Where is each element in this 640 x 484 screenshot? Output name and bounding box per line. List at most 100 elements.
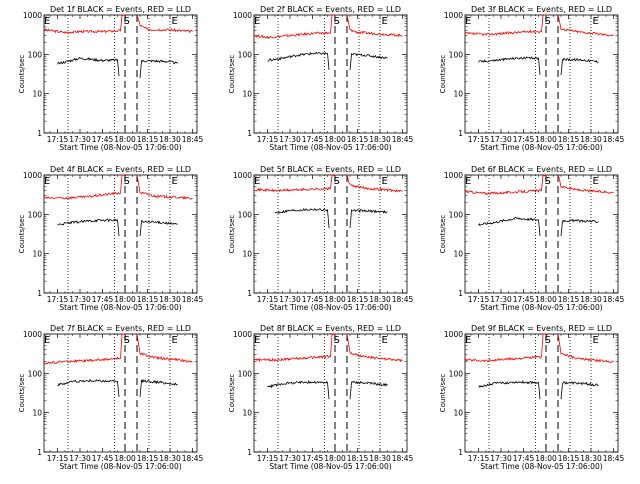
marker-letter: S — [545, 176, 551, 187]
x-tick-label: 18:15 — [558, 295, 580, 304]
x-axis-label: Start Time (08-Nov-05 17:06:00) — [59, 303, 181, 312]
marker-letter: E — [172, 16, 178, 27]
x-tick-label: 17:30 — [69, 454, 91, 463]
y-tick-label: 100 — [449, 210, 464, 219]
events-series-line — [478, 380, 541, 400]
y-tick-label: 1 — [37, 448, 42, 457]
y-tick-label: 1000 — [444, 171, 463, 180]
marker-letter: S — [124, 176, 130, 187]
lld-series-line — [464, 174, 548, 196]
x-tick-label: 18:15 — [347, 454, 369, 463]
y-tick-label: 10 — [242, 250, 252, 259]
x-tick-label: 18:15 — [558, 454, 580, 463]
x-tick-label: 17:30 — [69, 295, 91, 304]
x-tick-label: 18:30 — [369, 454, 391, 463]
panel-title: Det 1f BLACK = Events, RED = LLD — [50, 5, 191, 14]
x-tick-label: 17:15 — [468, 295, 490, 304]
x-tick-label: 18:45 — [603, 135, 625, 144]
x-tick-label: 18:15 — [558, 135, 580, 144]
marker-letter: E — [465, 176, 471, 187]
marker-letter: S — [124, 16, 130, 27]
lld-series-line — [43, 14, 127, 35]
events-series-line — [560, 57, 599, 75]
events-series-line — [57, 379, 120, 398]
lld-series-line — [557, 175, 614, 194]
panel-9: Det 9f BLACK = Events, RED = LLD 1 10 100 10… — [439, 324, 625, 471]
x-tick-label: 18:30 — [159, 454, 181, 463]
x-tick-label: 18:00 — [114, 135, 136, 144]
y-tick-label: 10 — [242, 409, 252, 418]
x-tick-label: 17:45 — [302, 295, 324, 304]
y-tick-label: 1 — [247, 448, 252, 457]
events-series-line — [267, 379, 330, 400]
x-tick-label: 18:00 — [535, 454, 557, 463]
x-tick-label: 17:15 — [468, 454, 490, 463]
x-axis-label: Start Time (08-Nov-05 17:06:00) — [480, 143, 602, 152]
events-series-line — [560, 380, 599, 400]
x-tick-label: 18:45 — [182, 135, 204, 144]
y-tick-label: 1000 — [23, 330, 42, 339]
marker-letter: E — [254, 176, 260, 187]
x-tick-label: 17:30 — [69, 135, 91, 144]
plot-frame — [464, 14, 619, 134]
marker-letter: E — [382, 16, 388, 27]
marker-letter: E — [465, 16, 471, 27]
lld-series-line — [464, 14, 548, 37]
x-tick-label: 17:15 — [47, 135, 69, 144]
y-tick-label: 100 — [28, 50, 43, 59]
y-tick-label: 100 — [28, 210, 43, 219]
x-tick-label: 17:30 — [490, 454, 512, 463]
y-tick-label: 1000 — [233, 171, 252, 180]
x-tick-label: 18:15 — [137, 454, 159, 463]
lld-series-line — [557, 14, 614, 37]
x-tick-label: 18:30 — [369, 135, 391, 144]
panel-5: Det 5f BLACK = Events, RED = LLD 1 10 100 10… — [228, 165, 414, 312]
x-tick-label: 18:30 — [159, 135, 181, 144]
marker-letter: E — [382, 335, 388, 346]
x-tick-label: 18:15 — [137, 135, 159, 144]
x-axis-label: Start Time (08-Nov-05 17:06:00) — [59, 462, 181, 471]
x-tick-label: 18:00 — [535, 135, 557, 144]
events-series-line — [349, 52, 388, 71]
y-tick-label: 10 — [32, 409, 42, 418]
y-tick-label: 1 — [247, 289, 252, 298]
panel-6: Det 6f BLACK = Events, RED = LLD 1 10 100 10… — [439, 165, 625, 312]
plot-frame — [43, 333, 198, 453]
panel-title: Det 4f BLACK = Events, RED = LLD — [50, 165, 191, 174]
x-tick-label: 17:15 — [47, 295, 69, 304]
lld-series-line — [136, 333, 193, 363]
panel-title: Det 3f BLACK = Events, RED = LLD — [471, 5, 612, 14]
x-tick-label: 18:45 — [392, 454, 414, 463]
y-axis-label: Counts/sec — [439, 374, 447, 413]
x-tick-label: 17:30 — [279, 135, 301, 144]
lld-series-line — [557, 333, 614, 363]
panel-title: Det 8f BLACK = Events, RED = LLD — [260, 324, 401, 333]
y-axis-label: Counts/sec — [439, 55, 447, 94]
events-series-line — [560, 218, 599, 237]
y-tick-label: 10 — [242, 90, 252, 99]
x-tick-label: 18:45 — [603, 454, 625, 463]
x-tick-label: 18:15 — [347, 295, 369, 304]
x-tick-label: 18:45 — [392, 295, 414, 304]
x-tick-label: 18:00 — [324, 454, 346, 463]
x-tick-label: 17:15 — [468, 135, 490, 144]
y-tick-label: 1000 — [23, 171, 42, 180]
events-series-line — [349, 380, 388, 400]
lld-series-line — [253, 14, 337, 40]
x-tick-label: 17:15 — [257, 454, 279, 463]
y-tick-label: 1 — [37, 129, 42, 138]
y-axis-label: Counts/sec — [228, 215, 236, 254]
y-tick-label: 1000 — [444, 330, 463, 339]
x-axis-label: Start Time (08-Nov-05 17:06:00) — [480, 462, 602, 471]
marker-letter: S — [334, 176, 340, 187]
x-tick-label: 17:45 — [302, 454, 324, 463]
x-axis-label: Start Time (08-Nov-05 17:06:00) — [269, 303, 391, 312]
y-tick-label: 10 — [453, 250, 463, 259]
y-tick-label: 1 — [247, 129, 252, 138]
x-tick-label: 17:30 — [490, 295, 512, 304]
x-tick-label: 17:15 — [257, 135, 279, 144]
y-tick-label: 1000 — [444, 11, 463, 20]
events-series-line — [57, 218, 120, 237]
lld-series-line — [253, 333, 337, 363]
marker-letter: S — [334, 335, 340, 346]
